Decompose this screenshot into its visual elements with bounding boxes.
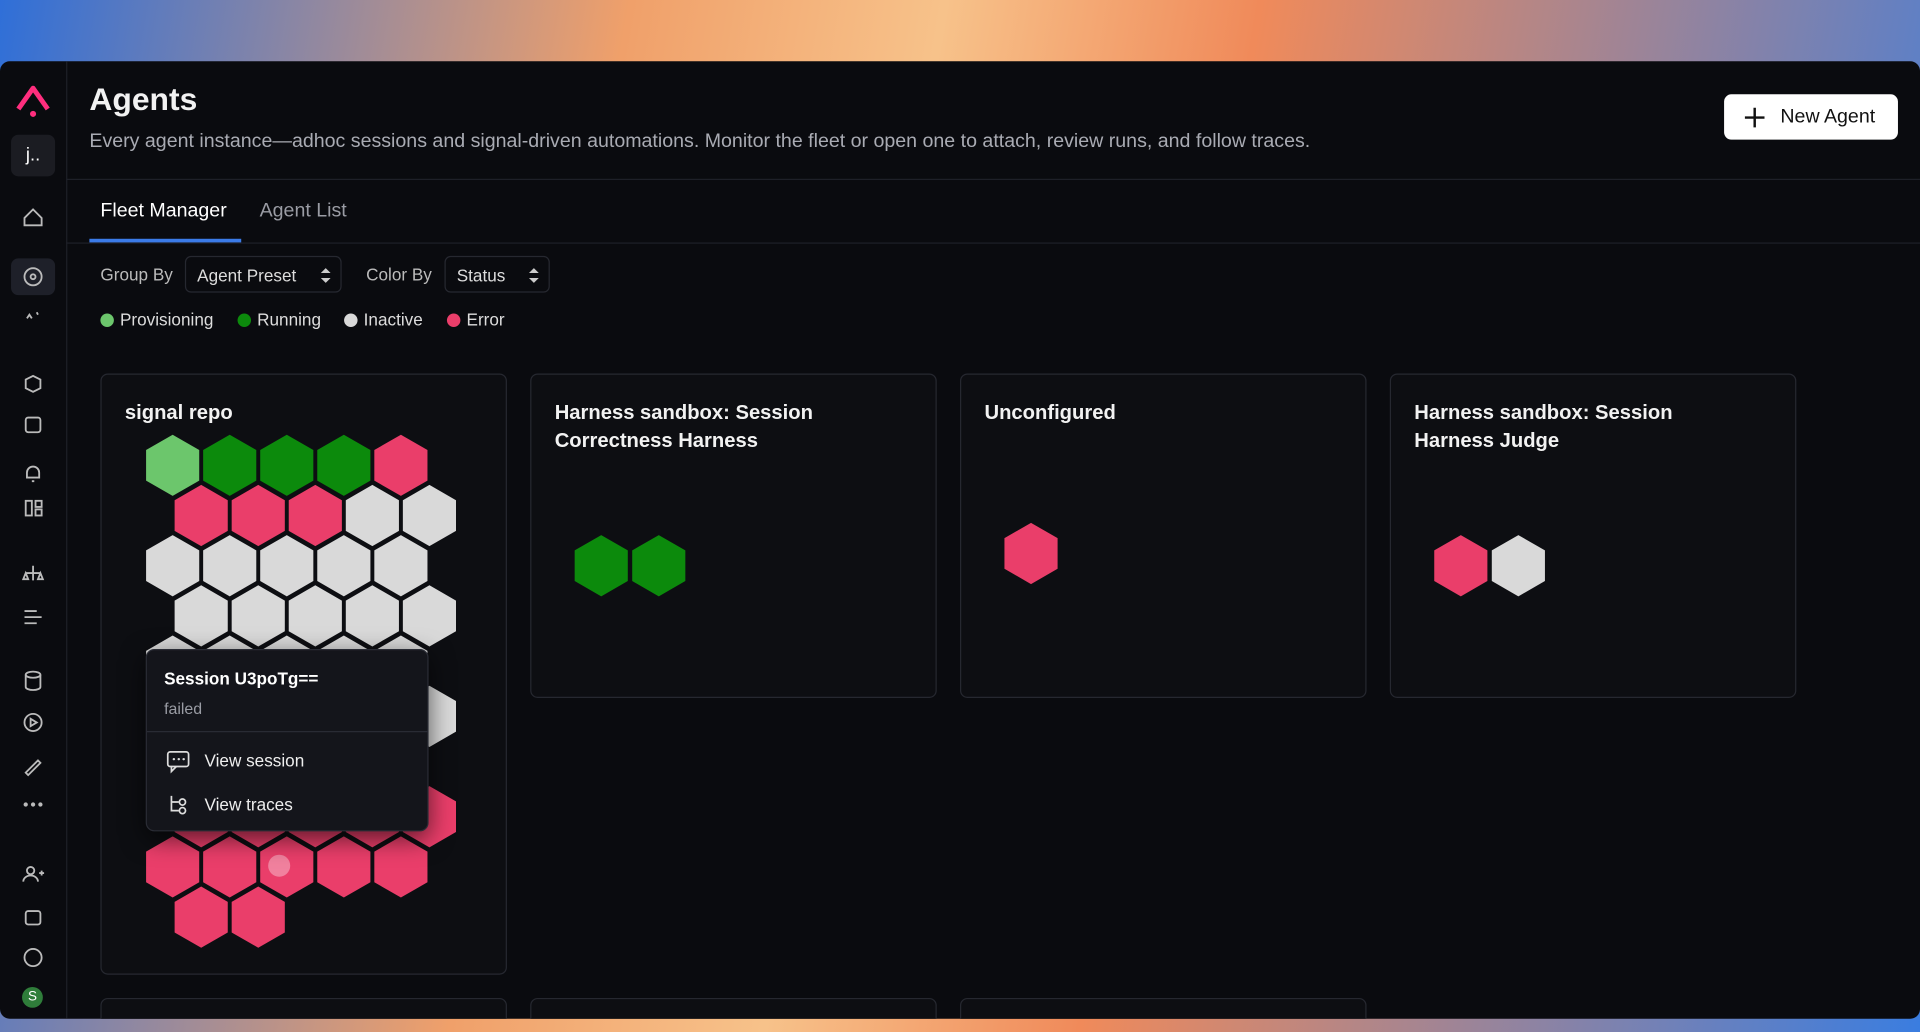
session-hex[interactable] xyxy=(317,535,371,597)
session-hex[interactable] xyxy=(146,836,200,898)
legend-item: Error xyxy=(446,309,505,330)
page-subtitle: Every agent instance—adhoc sessions and … xyxy=(89,131,1311,152)
avatar[interactable]: S xyxy=(22,986,43,1008)
session-hex[interactable] xyxy=(345,484,399,547)
session-hex[interactable] xyxy=(574,535,628,597)
legend-label: Error xyxy=(466,309,505,330)
legend-swatch xyxy=(344,312,358,327)
session-hex[interactable] xyxy=(260,535,314,597)
color-by-label: Color By xyxy=(366,264,432,285)
plus-icon xyxy=(1744,107,1765,128)
legend-label: Inactive xyxy=(363,309,423,330)
session-hex[interactable] xyxy=(288,585,342,647)
session-hex[interactable] xyxy=(1491,535,1545,597)
session-hex[interactable] xyxy=(374,434,428,496)
session-hex[interactable] xyxy=(402,484,457,547)
logo xyxy=(16,85,50,117)
session-hex[interactable] xyxy=(260,434,314,496)
chat-icon xyxy=(166,750,190,774)
group-card: Harness sandbox: Session Correctness Har… xyxy=(530,373,937,698)
divider xyxy=(146,731,428,733)
card-title: Unconfigured xyxy=(984,401,1116,424)
group-by-select[interactable]: Agent Preset xyxy=(184,255,342,293)
session-hex[interactable] xyxy=(231,585,285,647)
select-arrows xyxy=(320,268,331,283)
legend-label: Provisioning xyxy=(120,309,214,330)
divider xyxy=(66,242,1920,244)
session-hex[interactable] xyxy=(317,434,371,496)
legend-item: Running xyxy=(237,309,322,330)
cursor xyxy=(268,854,291,877)
session-hex[interactable] xyxy=(146,535,200,597)
active-nav xyxy=(11,258,56,296)
legend-swatch xyxy=(100,312,114,327)
divider xyxy=(66,178,1920,181)
workspace-switcher[interactable]: j.. xyxy=(11,134,56,177)
session-hex[interactable] xyxy=(402,585,457,647)
tab-indicator xyxy=(89,238,242,243)
legend-item: Provisioning xyxy=(100,309,214,330)
session-hex[interactable] xyxy=(1004,522,1058,585)
session-hex[interactable] xyxy=(374,535,428,597)
session-hex[interactable] xyxy=(174,886,228,948)
legend-swatch xyxy=(446,312,461,327)
session-hex[interactable] xyxy=(1434,535,1488,597)
view-session[interactable]: View session xyxy=(204,750,305,771)
view-traces[interactable]: View traces xyxy=(204,794,293,815)
card-title: signal repo xyxy=(124,401,233,424)
nav-icons[interactable] xyxy=(0,184,66,1017)
session-hex[interactable] xyxy=(203,836,257,898)
popup-title: Session U3poTg== xyxy=(164,668,319,689)
select-arrows xyxy=(528,268,539,283)
session-hex[interactable] xyxy=(632,535,686,597)
tab[interactable]: Fleet Manager xyxy=(100,200,227,222)
sidebar: j.. S xyxy=(0,61,68,1019)
button-label: New Agent xyxy=(1780,106,1876,128)
tab[interactable]: Agent List xyxy=(259,200,347,222)
select-value: Status xyxy=(456,265,506,286)
group-card xyxy=(530,997,937,1019)
popup-status: failed xyxy=(164,699,203,718)
group-card xyxy=(960,997,1367,1019)
session-hex[interactable] xyxy=(288,484,342,547)
select-value: Agent Preset xyxy=(197,265,297,286)
traces-icon xyxy=(170,795,187,815)
session-hex[interactable] xyxy=(231,886,285,948)
session-hex[interactable] xyxy=(345,585,399,647)
legend-item: Inactive xyxy=(344,309,423,330)
legend-label: Running xyxy=(257,309,322,330)
card-title: Harness sandbox: Session Harness Judge xyxy=(1414,401,1673,452)
session-hex[interactable] xyxy=(203,535,257,597)
new-agent-button[interactable]: New Agent xyxy=(1724,94,1898,140)
group-card xyxy=(100,997,507,1019)
session-popup: Session U3poTg== failed View session Vie… xyxy=(145,648,429,832)
group-by-label: Group By xyxy=(100,264,173,285)
session-hex[interactable] xyxy=(317,836,371,898)
group-card: Harness sandbox: Session Harness Judge xyxy=(1389,373,1797,698)
legend-swatch xyxy=(237,312,252,327)
session-hex[interactable] xyxy=(231,484,285,547)
hex-layer xyxy=(146,434,1545,948)
color-by-select[interactable]: Status xyxy=(444,255,550,293)
session-hex[interactable] xyxy=(146,434,200,496)
session-hex[interactable] xyxy=(174,484,228,547)
session-hex[interactable] xyxy=(260,836,314,898)
page-title: Agents xyxy=(89,80,198,118)
session-hex[interactable] xyxy=(174,585,228,647)
app-window: j.. S Agents Every agent instance—adhoc … xyxy=(0,61,1920,1019)
card-title: Harness sandbox: Session Correctness Har… xyxy=(554,401,813,452)
session-hex[interactable] xyxy=(374,836,428,898)
session-hex[interactable] xyxy=(203,434,257,496)
